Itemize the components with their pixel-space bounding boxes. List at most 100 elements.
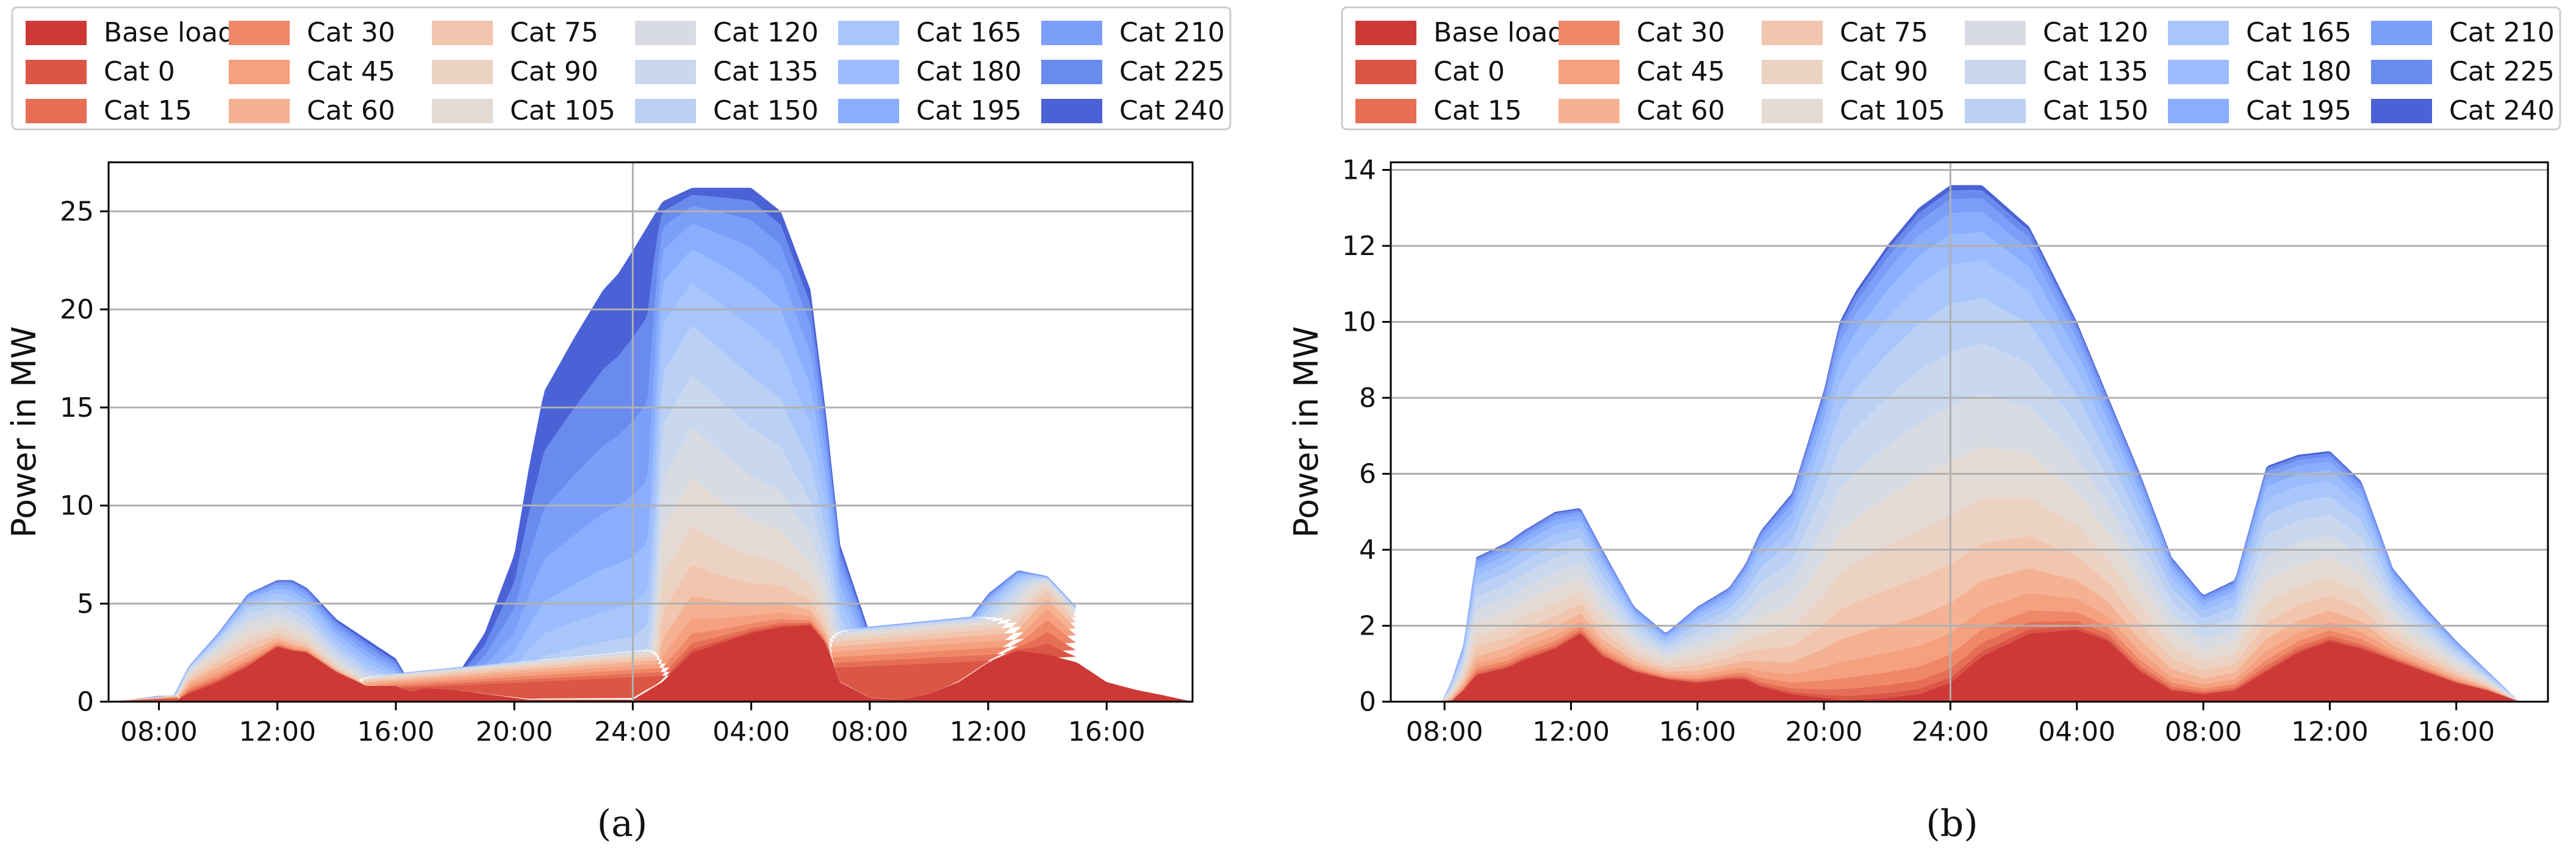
area-series xyxy=(1441,592,2520,702)
legend-swatch xyxy=(2371,21,2432,45)
y-tick-label: 15 xyxy=(60,392,94,423)
y-tick-label: 6 xyxy=(1359,458,1376,489)
x-axis: 08:00 12:00 16:00 20:00 24:00 04:00 08:00 12:00… xyxy=(120,702,1146,747)
x-tick-label: 12:00 xyxy=(239,716,316,747)
legend-label: Base load xyxy=(104,17,235,48)
legend-label: Cat 210 xyxy=(1119,17,1225,48)
area-series xyxy=(1441,630,2520,702)
x-tick-label: 20:00 xyxy=(476,716,553,747)
legend-swatch xyxy=(1559,21,1620,45)
legend-swatch xyxy=(229,60,290,84)
legend-swatch xyxy=(1965,60,2026,84)
legend-label: Cat 195 xyxy=(2246,95,2352,126)
y-axis-label: Power in MW xyxy=(5,326,43,538)
x-tick-label: 12:00 xyxy=(950,716,1027,747)
y-tick-label: 5 xyxy=(77,588,94,619)
legend-label: Cat 240 xyxy=(1119,95,1225,126)
legend-swatch xyxy=(1762,99,1823,123)
stacked-areas xyxy=(109,187,1193,702)
legend-label: Cat 30 xyxy=(307,17,395,48)
legend-item: Cat 30 xyxy=(1559,17,1725,48)
legend-swatch xyxy=(2371,99,2432,123)
legend-item: Cat 195 xyxy=(838,95,1022,126)
axes-frame xyxy=(107,161,1194,703)
legend-swatch xyxy=(26,60,87,84)
legend-swatch xyxy=(26,99,87,123)
legend-label: Cat 105 xyxy=(510,95,615,126)
area-series xyxy=(1441,447,2520,702)
legend: Base load Cat 0 Cat 15 Cat 30 Cat 45 Cat 60 Ca… xyxy=(11,6,1232,131)
legend-item: Cat 135 xyxy=(635,56,819,87)
legend-item: Cat 225 xyxy=(2371,56,2555,87)
area-series xyxy=(1441,497,2520,702)
legend-swatch xyxy=(1041,21,1102,45)
x-tick-label: 24:00 xyxy=(1912,716,1989,747)
legend-label: Cat 165 xyxy=(916,17,1022,48)
legend-item: Cat 30 xyxy=(229,17,395,48)
x-axis: 08:00 12:00 16:00 20:00 24:00 04:00 08:00 12:00… xyxy=(1406,702,2495,747)
legend-swatch xyxy=(1762,60,1823,84)
legend-swatch xyxy=(1762,21,1823,45)
legend-swatch xyxy=(838,21,899,45)
legend-swatch xyxy=(432,60,493,84)
y-tick-label: 8 xyxy=(1359,383,1376,414)
y-axis: 0 5 10 15 20 25 xyxy=(60,196,109,718)
legend-swatch xyxy=(838,99,899,123)
panel-b: Base load Cat 0 Cat 15 Cat 30 Cat 45 Cat 60 Ca… xyxy=(1287,6,2561,845)
legend-swatch xyxy=(2168,21,2229,45)
legend-label: Cat 150 xyxy=(2043,95,2148,126)
legend-swatch xyxy=(1965,21,2026,45)
y-axis-label: Power in MW xyxy=(1287,326,1326,538)
legend-swatch xyxy=(635,99,696,123)
x-tick-label: 04:00 xyxy=(2038,716,2115,747)
legend-item: Cat 240 xyxy=(2371,95,2555,126)
legend-item: Cat 45 xyxy=(229,56,395,87)
legend-item: Cat 225 xyxy=(1041,56,1225,87)
legend-item: Cat 75 xyxy=(1762,17,1928,48)
y-tick-label: 20 xyxy=(60,294,94,325)
legend-swatch xyxy=(229,21,290,45)
panel-a: Base load Cat 0 Cat 15 Cat 30 Cat 45 Cat 60 Ca… xyxy=(5,6,1232,845)
legend-swatch xyxy=(635,21,696,45)
legend-item: Cat 165 xyxy=(838,17,1022,48)
legend-item: Cat 180 xyxy=(838,56,1022,87)
legend-item: Cat 45 xyxy=(1559,56,1725,87)
legend-item: Cat 15 xyxy=(1355,95,1522,126)
legend-label: Cat 165 xyxy=(2246,17,2352,48)
legend-item: Cat 210 xyxy=(2371,17,2555,48)
legend-swatch xyxy=(1041,99,1102,123)
legend-swatch xyxy=(2371,60,2432,84)
y-tick-label: 0 xyxy=(1359,686,1376,718)
x-tick-label: 12:00 xyxy=(2291,716,2369,747)
legend-label: Cat 15 xyxy=(104,95,192,126)
legend-label: Cat 195 xyxy=(916,95,1022,126)
legend-frame xyxy=(11,6,1232,131)
legend-swatch xyxy=(838,60,899,84)
legend-label: Cat 240 xyxy=(2449,95,2555,126)
legend-item: Cat 240 xyxy=(1041,95,1225,126)
legend-item: Cat 180 xyxy=(2168,56,2352,87)
legend-item: Cat 0 xyxy=(1355,56,1505,87)
legend-label: Cat 90 xyxy=(1840,56,1928,87)
legend-swatch xyxy=(1965,99,2026,123)
y-tick-label: 14 xyxy=(1342,154,1376,185)
x-tick-label: 08:00 xyxy=(120,716,198,747)
legend-item: Cat 0 xyxy=(26,56,175,87)
y-axis: 0 2 4 6 8 10 12 14 xyxy=(1342,154,1391,718)
y-tick-label: 12 xyxy=(1342,231,1376,262)
legend-frame xyxy=(1341,6,2561,131)
legend-item: Cat 90 xyxy=(1762,56,1928,87)
x-tick-label: 24:00 xyxy=(594,716,672,747)
axes-frame xyxy=(1390,161,2549,703)
legend-item: Cat 75 xyxy=(432,17,598,48)
legend-swatch xyxy=(2168,60,2229,84)
legend-swatch xyxy=(432,21,493,45)
legend-label: Cat 120 xyxy=(713,17,819,48)
x-tick-label: 08:00 xyxy=(2165,716,2242,747)
legend-swatch xyxy=(432,99,493,123)
legend-swatch xyxy=(1559,60,1620,84)
y-tick-label: 4 xyxy=(1359,534,1376,566)
y-tick-label: 25 xyxy=(60,196,94,227)
x-tick-label: 16:00 xyxy=(1068,716,1146,747)
legend-item: Cat 90 xyxy=(432,56,598,87)
